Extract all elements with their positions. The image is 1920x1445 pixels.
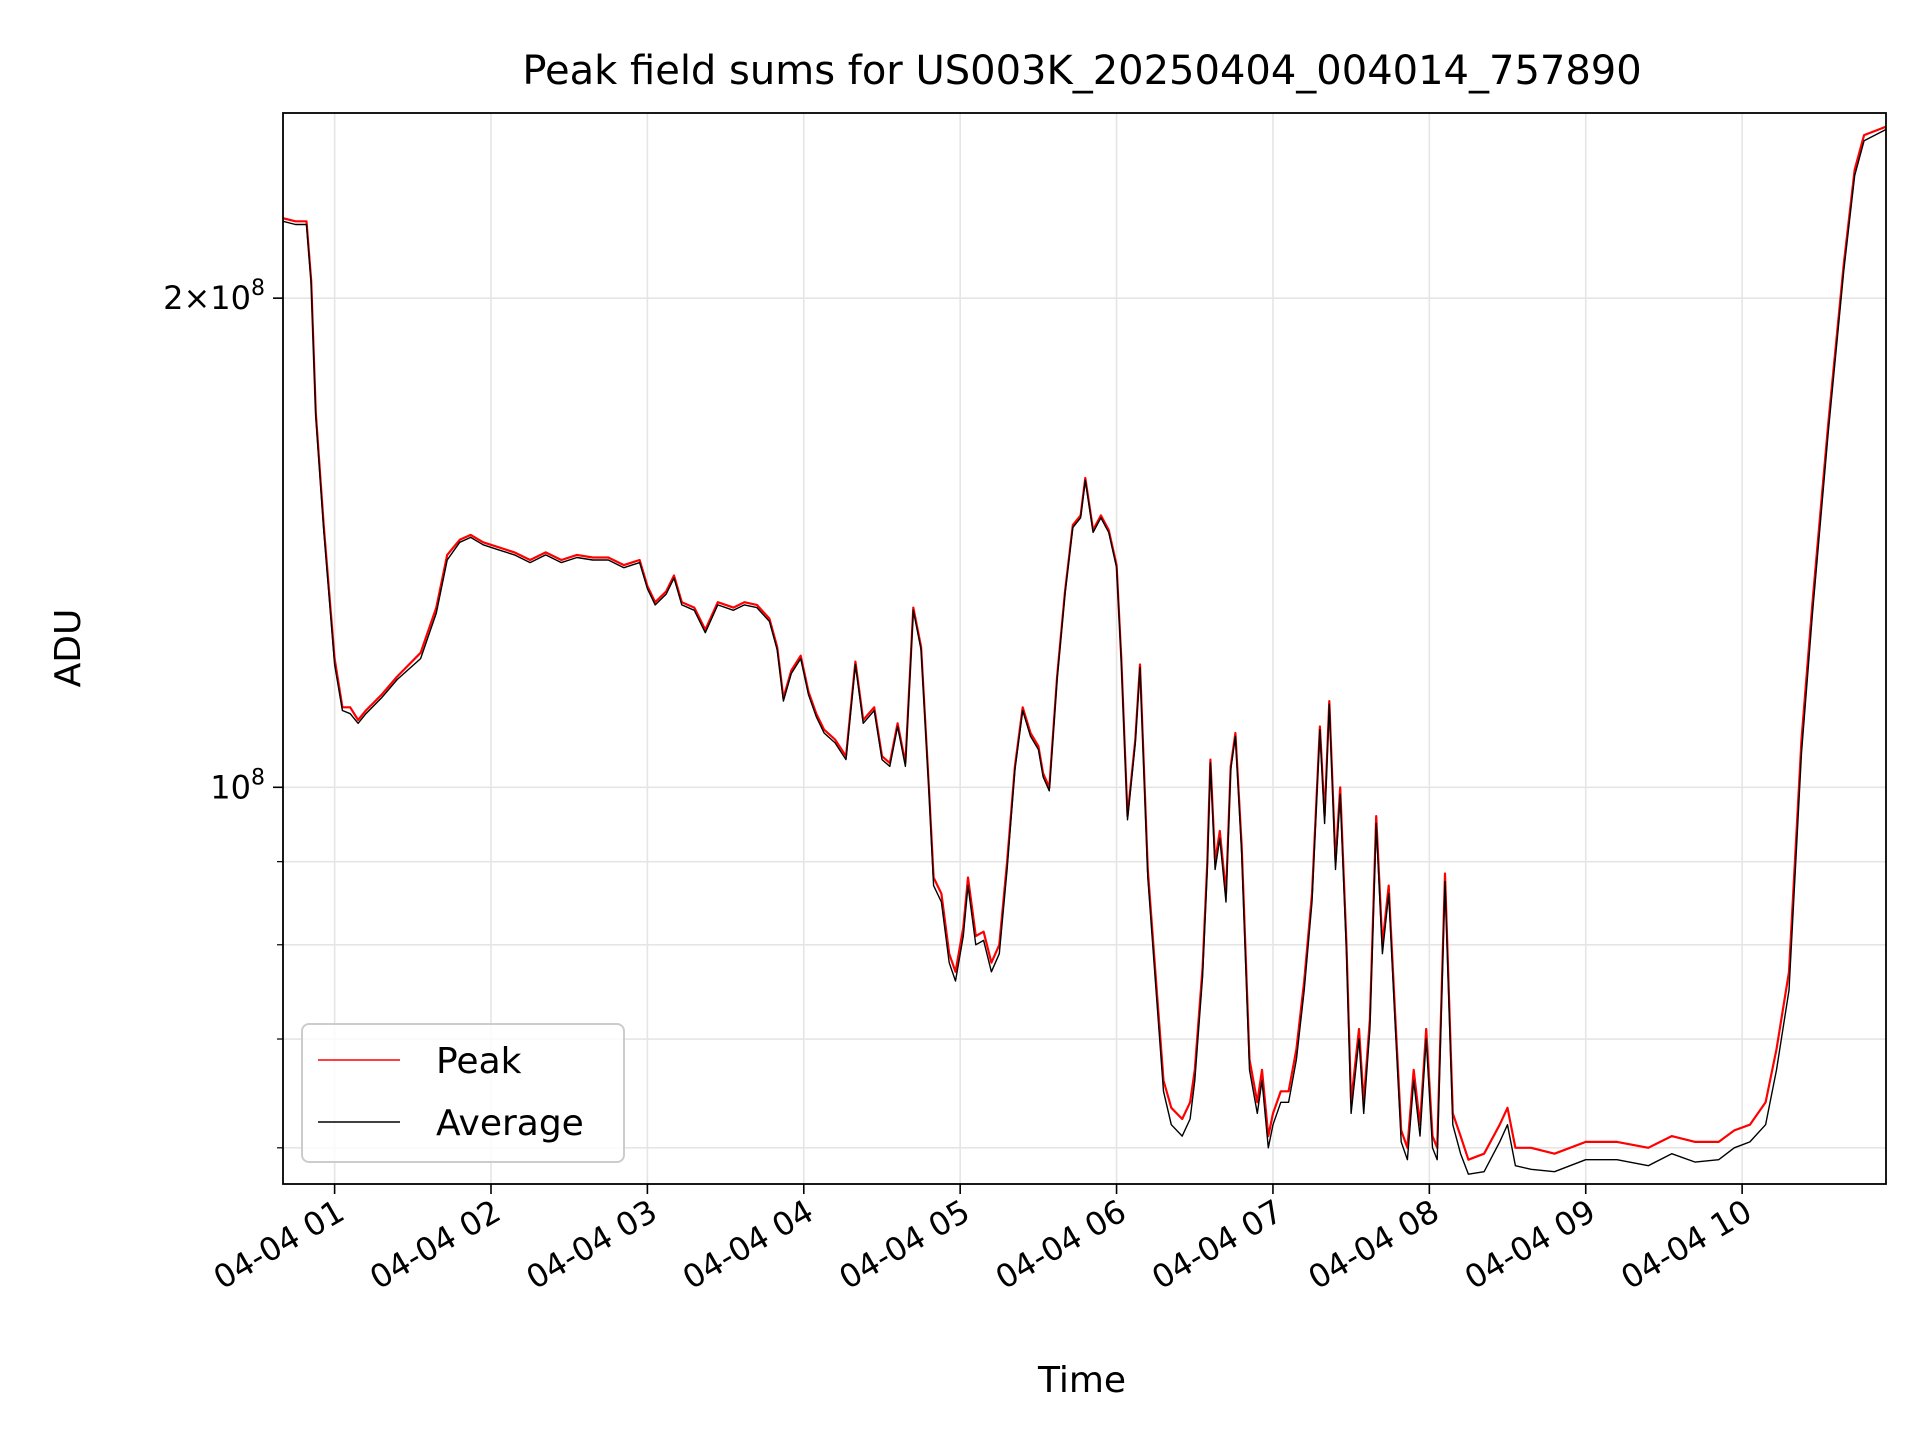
plot-frame [282, 112, 1887, 1185]
series-lines [283, 125, 1886, 1175]
legend-box [301, 1023, 625, 1163]
y-axis-label: ADU [48, 609, 89, 688]
y-axis-ticks: 108 2×108 [163, 276, 283, 1149]
y-tick-label: 2×108 [163, 276, 265, 317]
legend-peak-label: Peak [436, 1041, 522, 1082]
chart-title: Peak field sums for US003K_20250404_0040… [522, 48, 1641, 94]
y-tick-label: 108 [210, 765, 265, 806]
grid-lines [283, 113, 1886, 1184]
legend: Peak Average [301, 1023, 625, 1163]
x-axis-label: Time [1037, 1360, 1126, 1401]
series-line-average [283, 128, 1886, 1175]
legend-average-label: Average [436, 1103, 584, 1144]
